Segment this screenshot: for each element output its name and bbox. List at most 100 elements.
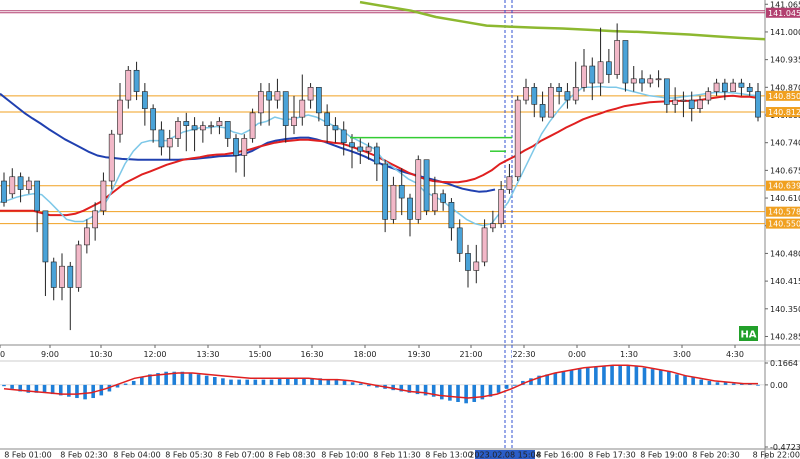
bottom-time-label: 8 Feb 08:30 [268, 451, 315, 459]
oscillator-bar [34, 384, 39, 393]
oscillator-bar [391, 384, 395, 391]
oscillator-bar [407, 384, 412, 393]
oscillator-tick-label: 0.00 [770, 381, 788, 390]
oscillator-bar [148, 374, 152, 385]
bull-candle [705, 91, 712, 101]
bull-candle [415, 159, 422, 220]
time-tick-label: 13:30 [196, 350, 219, 359]
bull-candle [614, 40, 621, 75]
bear-candle [266, 91, 273, 101]
oscillator-bar [399, 384, 404, 392]
bull-candle [481, 227, 488, 263]
oscillator-bar [245, 379, 250, 385]
ha-badge-bg [739, 326, 758, 341]
oscillator-bar [707, 380, 712, 385]
price-tick-label: 141.065 [770, 0, 800, 9]
time-tick-label: 9:00 [41, 350, 59, 359]
time-tick-label: 18:00 [353, 350, 376, 359]
price-tick-label: 140.415 [770, 277, 800, 286]
bear-candle [605, 61, 612, 75]
oscillator-bar [196, 374, 201, 385]
bear-candle [282, 91, 289, 126]
oscillator-bar [26, 384, 31, 393]
oscillator-bar [123, 383, 128, 385]
oscillator-bar [367, 384, 371, 387]
bull-candle [680, 99, 687, 102]
bottom-time-label: 8 Feb 16:00 [536, 451, 583, 459]
bear-candle [1, 180, 7, 203]
bull-candle [92, 210, 99, 229]
oscillator-bar [261, 379, 266, 385]
bear-candle [382, 163, 389, 220]
bull-candle [630, 78, 637, 84]
price-tick-label: 140.740 [770, 139, 800, 148]
bull-candle [249, 112, 256, 139]
bottom-time-label: 8 Feb 17:30 [588, 451, 635, 459]
bear-candle [721, 82, 728, 92]
bear-candle [755, 91, 761, 118]
price-tick-label: 141.000 [770, 28, 800, 37]
oscillator-bar [221, 378, 225, 385]
bottom-time-label: 8 Feb 22:00 [753, 451, 800, 459]
oscillator-bar [618, 365, 622, 385]
ha-badge: HA [739, 326, 758, 341]
oscillator-bar [294, 378, 298, 385]
bear-candle [465, 253, 471, 271]
oscillator-bar [156, 373, 160, 385]
bear-candle [589, 65, 596, 84]
bear-candle [349, 142, 355, 148]
level-tag-label: 141.045 [768, 9, 800, 18]
level-tag-label: 140.850 [768, 92, 800, 101]
bottom-time-label: 8 Feb 02:30 [60, 451, 107, 459]
oscillator-bar [488, 384, 493, 397]
marker-line[interactable] [350, 136, 512, 152]
level-tag [766, 218, 800, 229]
bull-candle [572, 87, 579, 101]
oscillator-bar [448, 384, 452, 401]
oscillator-bar [675, 374, 679, 385]
time-tick-label: 0 [0, 350, 5, 359]
bull-candle [713, 82, 720, 92]
bull-candle [307, 87, 314, 101]
oscillator-bar [691, 376, 695, 385]
price-axis: 140.285140.350140.415140.480140.545140.6… [765, 0, 800, 341]
oscillator-bar [269, 379, 274, 385]
price-tick-label: 140.350 [770, 305, 800, 314]
oscillator-bar [50, 384, 55, 395]
bull-candle [523, 87, 529, 101]
bull-candle [473, 261, 480, 271]
bear-candle [539, 104, 546, 118]
oscillator-bar [140, 376, 144, 385]
bull-candle [498, 189, 505, 224]
price-tick-label: 140.675 [770, 166, 800, 175]
time-tick-label: 21:00 [459, 350, 482, 359]
bottom-time-label: 8 Feb 13:00 [425, 451, 472, 459]
level-tag-label: 140.812 [768, 108, 800, 117]
bear-candle [150, 108, 157, 131]
oscillator-bar [431, 384, 436, 397]
bull-candle [299, 99, 306, 118]
bear-candle [440, 193, 447, 203]
bull-candle [75, 244, 82, 288]
time-tick-label: 4:30 [726, 350, 744, 359]
level-tag [766, 90, 800, 101]
time-tick-label: 19:30 [407, 350, 430, 359]
bottom-time-label: 8 Feb 01:00 [4, 451, 51, 459]
bull-candle [83, 227, 90, 246]
bear-candle [315, 87, 322, 114]
bear-candle [746, 87, 753, 92]
green-moving-average [359, 0, 766, 41]
bear-candle [141, 91, 148, 109]
bear-candle [688, 99, 695, 109]
bottom-time-label: 8 Feb 19:00 [640, 451, 687, 459]
candlesticks [1, 23, 761, 331]
time-tick-label: 15:00 [248, 350, 271, 359]
bear-candle [738, 82, 745, 88]
bull-candle [597, 61, 604, 84]
time-tick-label: 1:30 [620, 350, 638, 359]
price-tick-label: 140.285 [770, 332, 800, 341]
oscillator-bar [642, 367, 647, 385]
oscillator-bar [83, 384, 87, 400]
